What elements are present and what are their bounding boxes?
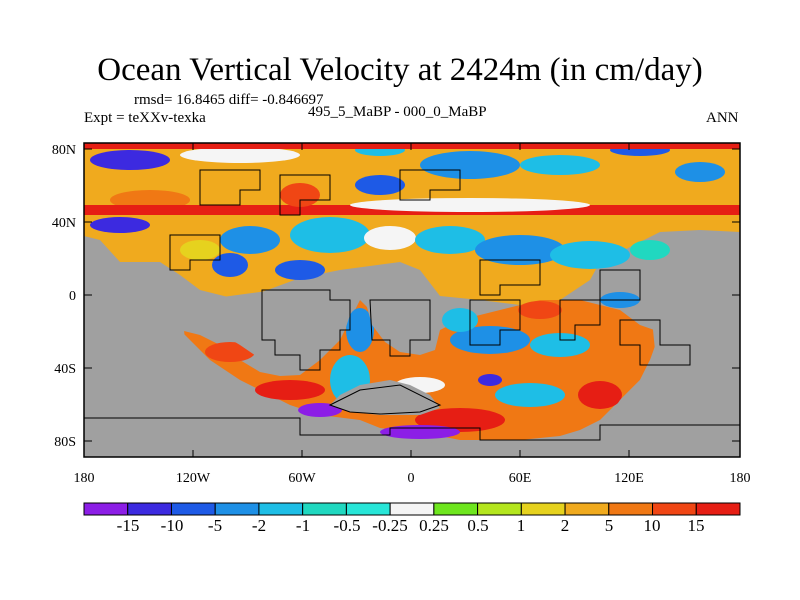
land-south-bottom — [300, 435, 590, 457]
lon-label-120e: 120E — [614, 471, 644, 486]
colorbar-box — [564, 502, 610, 516]
colorbar-box — [83, 502, 129, 516]
colorbar-box — [608, 502, 654, 516]
colorbar — [83, 502, 741, 516]
axis-ticks — [83, 143, 741, 457]
coastlines — [84, 169, 740, 441]
lat-label-80n: 80N — [52, 143, 76, 158]
lon-labels: 180 120W 60W 0 60E 120E 180 — [74, 471, 751, 486]
lon-label-120w: 120W — [176, 471, 211, 486]
lat-label-80s: 80S — [54, 435, 76, 450]
lon-label-60w: 60W — [288, 471, 316, 486]
colorbar-label: 10 — [644, 516, 661, 535]
lat-label-0: 0 — [69, 289, 76, 304]
colorbar-box — [389, 502, 435, 516]
lat-labels: 80N 40N 0 40S 80S — [52, 143, 76, 450]
lon-label-180w: 180 — [74, 471, 95, 486]
season-label: ANN — [706, 110, 739, 126]
colorbar-label: 2 — [561, 516, 570, 535]
land-antarctica-block — [330, 380, 440, 415]
land-mid — [262, 292, 300, 320]
colorbar-label: -2 — [252, 516, 266, 535]
colorbar-label: 5 — [605, 516, 614, 535]
colorbar-box — [477, 502, 522, 516]
colorbar-box — [652, 502, 697, 516]
colorbar-box — [258, 502, 304, 516]
colorbar-labels: -15 -10 -5 -2 -1 -0.5 -0.25 0.25 0.5 1 2… — [117, 516, 705, 535]
lon-label-60e: 60E — [509, 471, 532, 486]
colorbar-label: -10 — [161, 516, 184, 535]
colorbar-label: -0.25 — [372, 516, 407, 535]
colorbar-label: -0.5 — [334, 516, 361, 535]
expt-label: Expt = teXXv-texka — [84, 110, 206, 126]
colorbar-box — [345, 502, 391, 516]
colorbar-box — [170, 502, 216, 516]
land-east — [590, 300, 740, 457]
colorbar-label: -1 — [296, 516, 310, 535]
field-blobs — [84, 143, 740, 439]
colorbar-label: -5 — [208, 516, 222, 535]
land-south-america — [365, 298, 440, 355]
lat-label-40n: 40N — [52, 216, 76, 231]
colorbar-label: -15 — [117, 516, 140, 535]
stats-text: rmsd= 16.8465 diff= -0.846697 — [134, 92, 324, 108]
colorbar-label: 0.25 — [419, 516, 449, 535]
land-west — [84, 240, 300, 457]
comparison-label: 495_5_MaBP - 000_0_MaBP — [308, 104, 487, 120]
colorbar-box — [302, 502, 347, 516]
colorbar-box — [214, 502, 260, 516]
lon-label-180e: 180 — [730, 471, 751, 486]
colorbar-box — [127, 502, 172, 516]
colorbar-box — [520, 502, 566, 516]
land-north-america — [200, 282, 355, 365]
colorbar-box — [433, 502, 479, 516]
plot-title: Ocean Vertical Velocity at 2424m (in cm/… — [97, 52, 703, 88]
land-masses — [84, 240, 740, 457]
lat-label-40s: 40S — [54, 362, 76, 377]
colorbar-box — [695, 502, 741, 516]
map-field — [84, 143, 740, 457]
lon-label-0: 0 — [408, 471, 415, 486]
map-frame — [83, 142, 741, 458]
colorbar-label: 1 — [517, 516, 526, 535]
colorbar-label: 15 — [688, 516, 705, 535]
colorbar-label: 0.5 — [467, 516, 488, 535]
